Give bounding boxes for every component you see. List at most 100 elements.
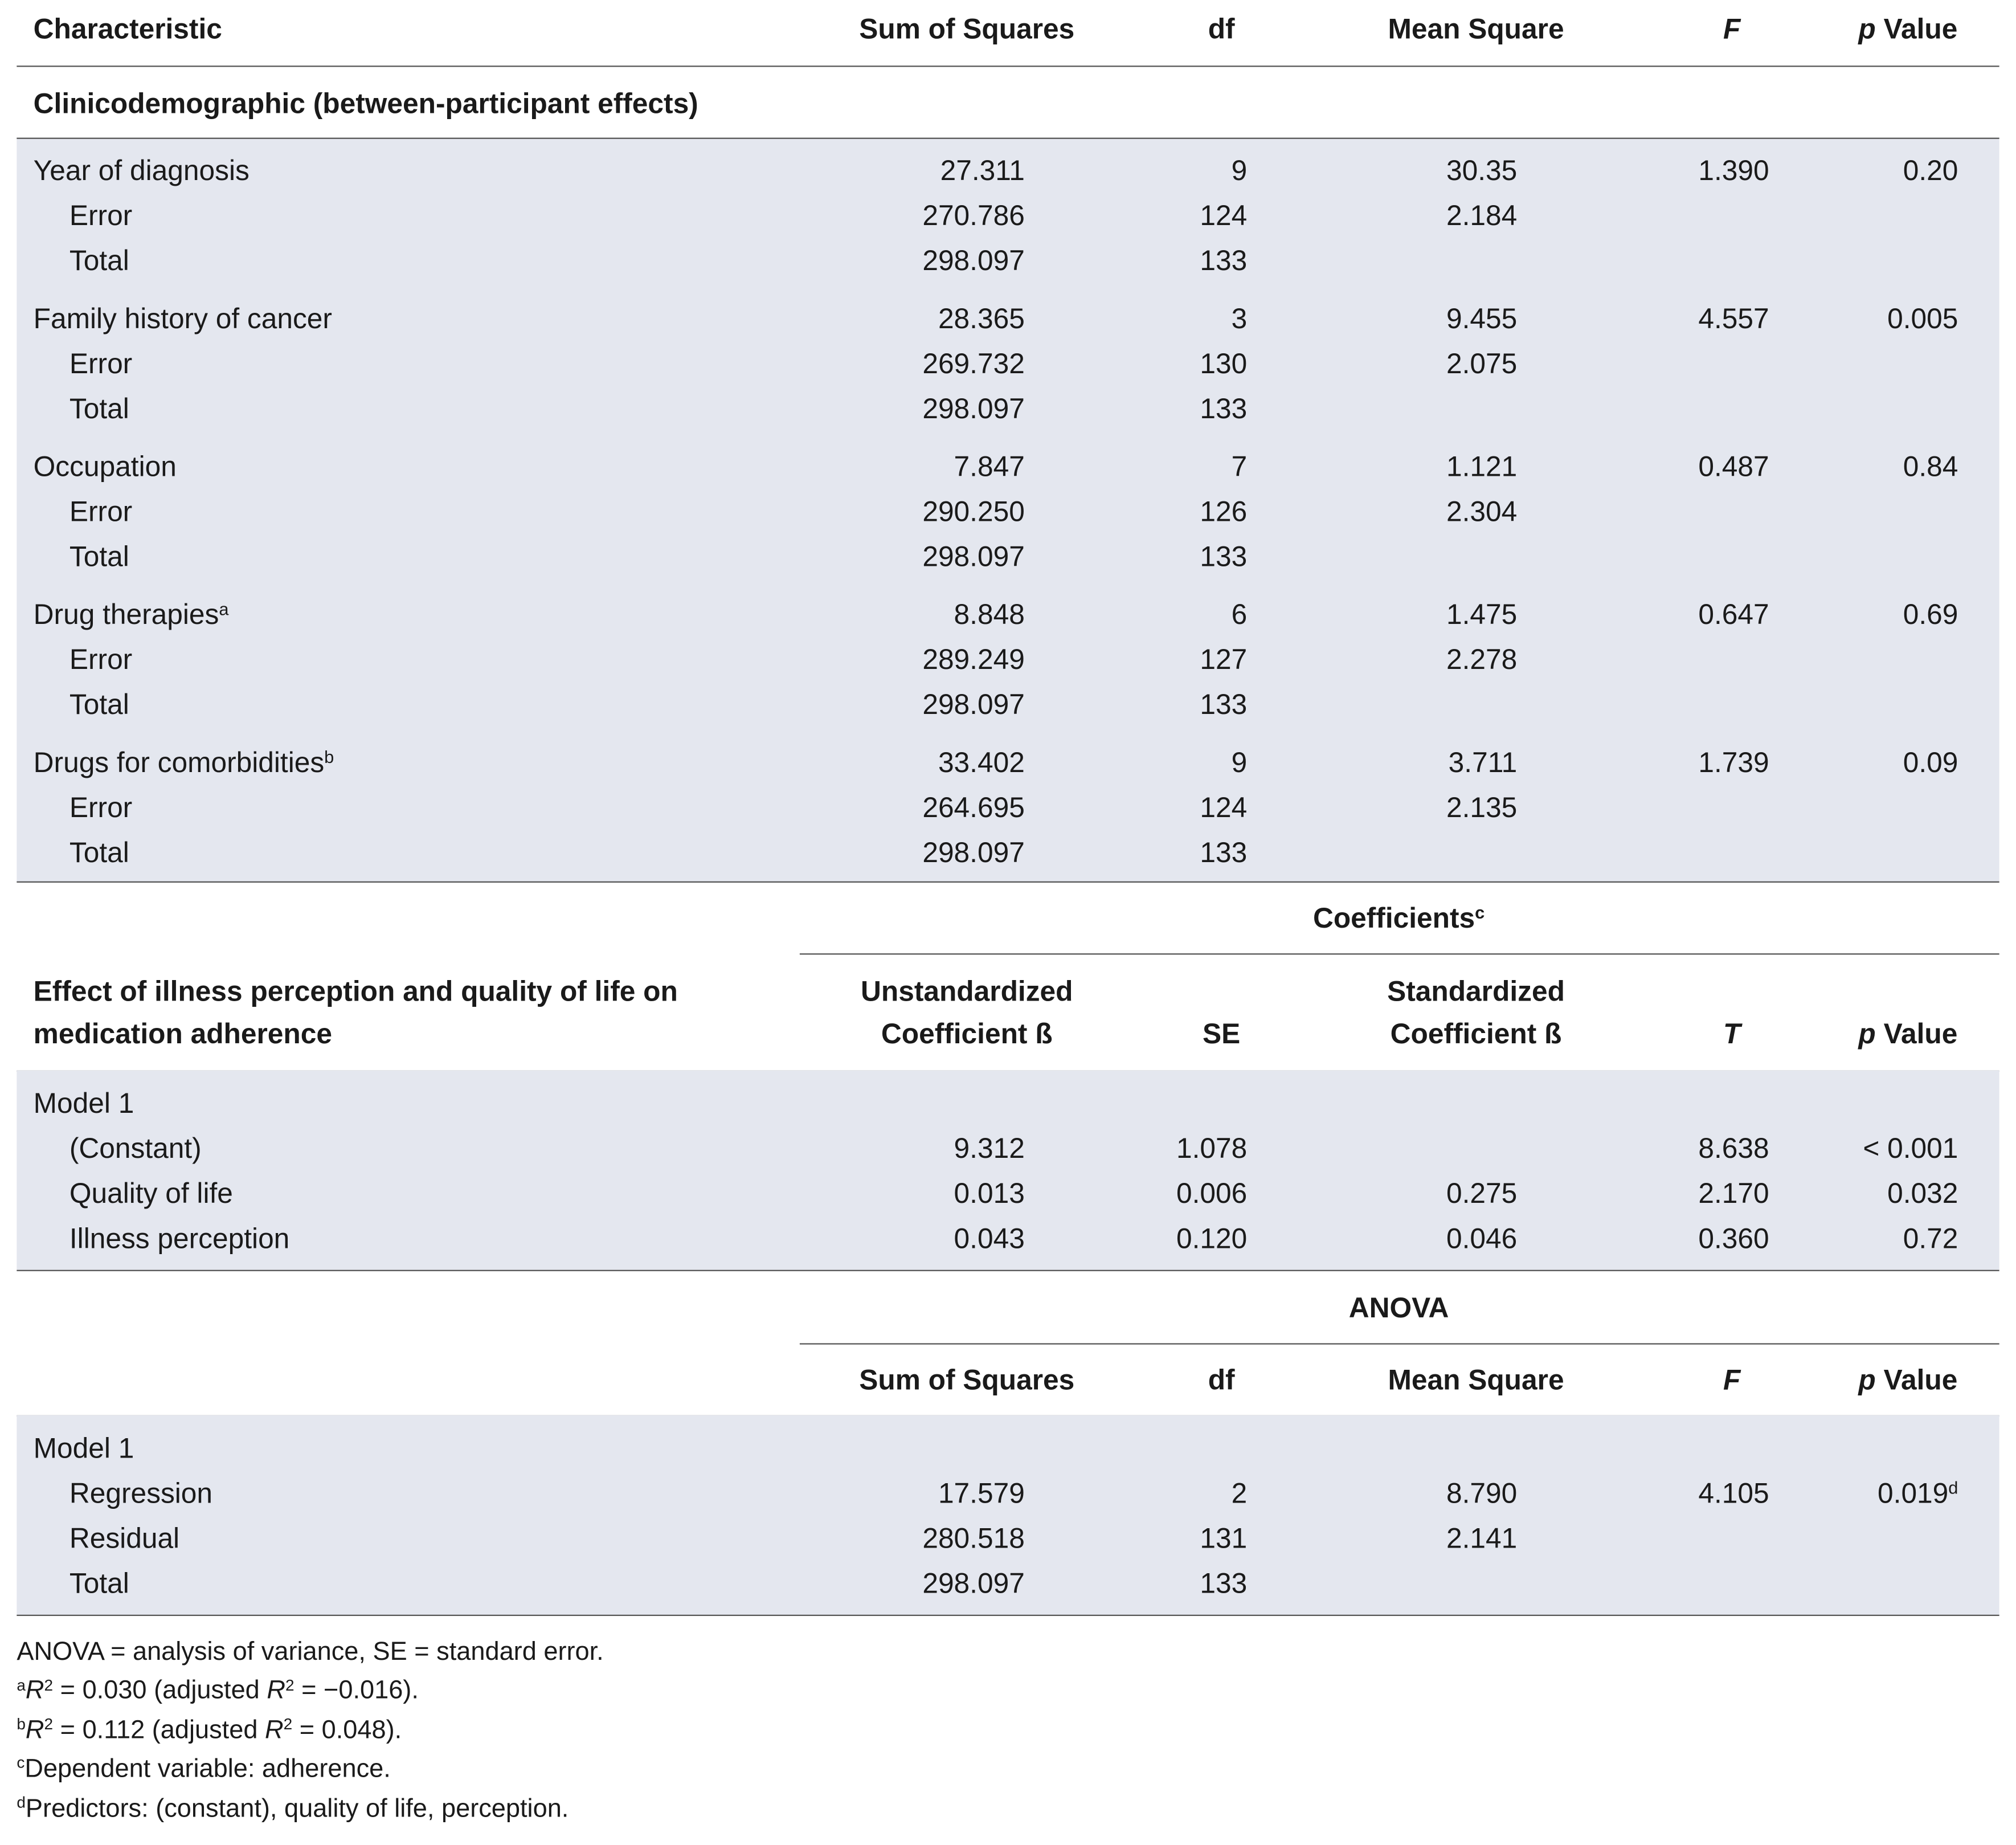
- table-cell: 280.518: [922, 1522, 1025, 1554]
- row-label: Residual: [69, 1522, 180, 1554]
- table-cell: 133: [1200, 540, 1248, 573]
- row-label: Error: [69, 347, 133, 380]
- text-run: Value: [1875, 1364, 1958, 1396]
- table-cell: 0.013: [954, 1177, 1025, 1210]
- text-run: Coefficients: [1312, 901, 1475, 934]
- table-cell: 270.786: [922, 199, 1025, 232]
- text-run: Dependent variable: adherence.: [24, 1755, 391, 1784]
- table-cell: 127: [1200, 643, 1248, 676]
- table-cell: 30.35: [1446, 154, 1518, 187]
- column-header: p Value: [1780, 1013, 2016, 1055]
- table-cell: 4.105: [1698, 1477, 1769, 1509]
- footnote: bR2 = 0.112 (adjusted R2 = 0.048).: [17, 1708, 402, 1752]
- text-run: = 0.048).: [292, 1716, 402, 1745]
- italic-text: R: [264, 1716, 284, 1745]
- row-label: Total: [69, 1567, 129, 1599]
- superscript: 2: [44, 1715, 54, 1733]
- column-header: Unstandardized Coefficient ß: [861, 975, 1073, 1050]
- text-run: 0.019: [1878, 1477, 1949, 1509]
- table-cell: 8.848: [954, 598, 1025, 631]
- text-run: Value: [1875, 13, 1958, 46]
- row-label: Total: [69, 392, 129, 425]
- table-cell: 133: [1200, 392, 1248, 425]
- italic-text: R: [25, 1716, 44, 1745]
- superscript: d: [1948, 1477, 1958, 1497]
- table-cell: 1.475: [1446, 598, 1518, 631]
- column-header: Sum of Squares: [859, 13, 1075, 46]
- table-cell: 8.790: [1446, 1477, 1518, 1509]
- table-cell: 9.312: [954, 1132, 1025, 1165]
- table-cell: 298.097: [922, 836, 1025, 869]
- row-label: Model 1: [33, 1432, 134, 1464]
- table-cell: 1.121: [1446, 450, 1518, 483]
- table-cell: 1.390: [1698, 154, 1769, 187]
- row-label: Total: [69, 688, 129, 721]
- column-header: Standardized Coefficient ß: [1387, 975, 1565, 1050]
- rule: [799, 1343, 1999, 1345]
- column-header: df: [1208, 13, 1235, 46]
- group-header: ANOVA: [1348, 1292, 1449, 1324]
- table-cell: 130: [1200, 347, 1248, 380]
- table-cell: 124: [1200, 791, 1248, 824]
- text-run: = −0.016).: [294, 1677, 419, 1705]
- table-cell: 124: [1200, 199, 1248, 232]
- table-cell: 133: [1200, 244, 1248, 277]
- table-cell: 2: [1231, 1477, 1248, 1509]
- table-cell: 131: [1200, 1522, 1248, 1554]
- table-cell: 0.005: [1887, 302, 1958, 335]
- table-cell: 0.006: [1176, 1177, 1248, 1210]
- table-cell: 0.09: [1903, 746, 1958, 779]
- rule: [17, 1270, 1999, 1271]
- table-cell: 27.311: [940, 154, 1025, 187]
- column-header: Mean Square: [1388, 1364, 1564, 1396]
- table-cell: 7: [1231, 450, 1248, 483]
- superscript: b: [17, 1715, 26, 1733]
- text-run: = 0.030 (adjusted: [53, 1677, 267, 1705]
- column-header: T: [1603, 1013, 1860, 1055]
- row-label: Quality of life: [69, 1177, 233, 1210]
- row-label: Illness perception: [69, 1222, 290, 1255]
- table-cell: 17.579: [938, 1477, 1025, 1509]
- row-label: Regression: [69, 1477, 213, 1509]
- table-cell: 298.097: [922, 688, 1025, 721]
- row-label: Error: [69, 643, 133, 676]
- row-label: Total: [69, 836, 129, 869]
- column-header: p Value: [1702, 8, 2016, 52]
- table-cell: 289.249: [922, 643, 1025, 676]
- table-cell: 0.72: [1903, 1222, 1958, 1255]
- rule: [17, 881, 1999, 883]
- table-cell: 28.365: [938, 302, 1025, 335]
- table-cell: 4.557: [1698, 302, 1769, 335]
- table-cell: 0.019d: [1878, 1472, 1958, 1516]
- text-run: Predictors: (constant), quality of life,…: [25, 1794, 569, 1823]
- table-cell: 126: [1200, 495, 1248, 528]
- column-header: p Value: [1702, 1358, 2016, 1402]
- table-cell: 298.097: [922, 244, 1025, 277]
- table-cell: 133: [1200, 1567, 1248, 1599]
- italic-text: R: [25, 1677, 44, 1705]
- table-cell: 133: [1200, 688, 1248, 721]
- table-cell: 7.847: [954, 450, 1025, 483]
- group-header: Coefficientsc: [1193, 897, 1604, 941]
- italic-text: p: [1858, 13, 1876, 46]
- superscript: b: [324, 746, 334, 766]
- row-label: Drugs for comorbiditiesb: [34, 741, 334, 785]
- table-cell: 1.739: [1698, 746, 1769, 779]
- table-cell: 0.032: [1887, 1177, 1958, 1210]
- table-cell: 9.455: [1446, 302, 1518, 335]
- table-cell: 0.20: [1903, 154, 1958, 187]
- section-title: Clinicodemographic (between-participant …: [33, 87, 698, 120]
- table-cell: 33.402: [938, 746, 1025, 779]
- table-cell: 0.046: [1446, 1222, 1518, 1255]
- rule: [799, 953, 1999, 955]
- table-cell: 9: [1231, 154, 1248, 187]
- italic-text: p: [1858, 1018, 1876, 1050]
- row-shading: [17, 1415, 1999, 1615]
- row-label: Model 1: [33, 1087, 134, 1120]
- table-cell: 298.097: [922, 1567, 1025, 1599]
- italic-text: p: [1858, 1364, 1876, 1396]
- italic-text: R: [267, 1677, 285, 1705]
- superscript: a: [17, 1676, 26, 1694]
